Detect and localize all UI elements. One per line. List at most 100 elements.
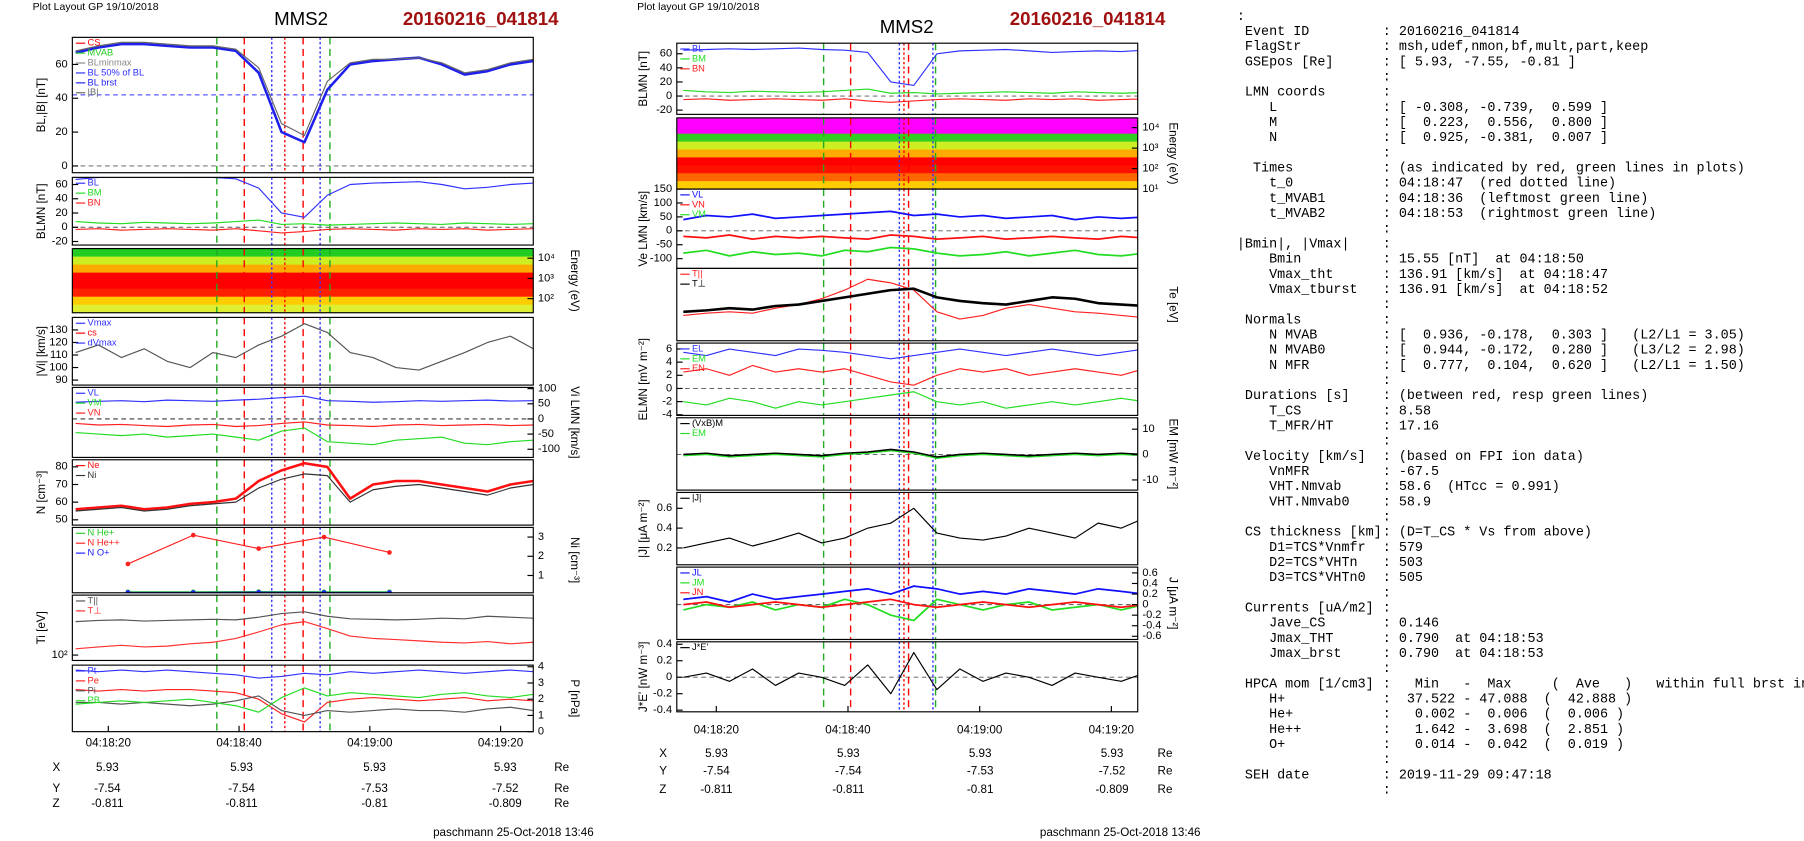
data-line [683, 585, 1138, 603]
y-tick-label: 10³ [538, 272, 554, 284]
legend-label: EL [692, 343, 703, 353]
data-line [683, 448, 1138, 458]
coord-unit: Re [1158, 764, 1173, 777]
y-tick-label: 10² [52, 649, 68, 661]
coord-label: Y [659, 764, 667, 777]
data-point [321, 534, 327, 540]
x-tick-label: 04:18:20 [86, 736, 132, 749]
y-tick-label: 100 [49, 361, 67, 373]
y-tick-label: 50 [55, 514, 67, 526]
y-axis-label: Ve LMN [km/s] [637, 191, 650, 267]
spectrogram-band [72, 288, 534, 298]
info-key: Normals [1237, 313, 1301, 328]
info-key: FlagStr [1237, 40, 1301, 55]
y-tick-label: 2 [538, 693, 544, 705]
data-line [75, 461, 534, 511]
info-key: D1=TCS*Vnmfr [1237, 541, 1366, 556]
legend-label: J*E' [692, 642, 709, 652]
info-key: T_MFR/HT [1237, 419, 1334, 434]
panel [75, 595, 534, 661]
info-value: : 0.002 - 0.006 ( 0.006 ) [1383, 708, 1624, 723]
info-key: Bmin [1237, 253, 1301, 268]
y-tick-label: 1 [538, 569, 544, 581]
y-tick-label: -10 [1142, 474, 1158, 486]
y-tick-label: 20 [55, 126, 67, 138]
coord-value: -0.811 [91, 797, 123, 810]
info-key: N MVAB0 [1237, 344, 1326, 359]
y-tick-label: 60 [660, 48, 672, 60]
legend-label: BL 50% of BL [88, 67, 145, 77]
info-key: Times [1237, 162, 1293, 177]
info-value: : [1383, 753, 1391, 768]
panel-frame [676, 566, 1139, 641]
x-tick-label: 04:18:40 [216, 736, 262, 749]
coord-value: -7.53 [361, 782, 388, 795]
info-value: : 8.58 [1383, 404, 1431, 419]
data-line [75, 395, 534, 403]
legend-label: VL [88, 388, 99, 398]
coord-label: X [53, 761, 61, 774]
legend-label: N He+ [88, 528, 115, 538]
info-value: : [1383, 86, 1391, 101]
panel-frame [676, 342, 1139, 417]
y-tick-label: 2 [538, 550, 544, 562]
data-line [75, 473, 534, 512]
info-value: : (based on FPI ion data) [1383, 450, 1584, 465]
panel [72, 387, 534, 458]
info-value: : 04:18:47 (red dotted line) [1383, 177, 1616, 192]
plot-header: Plot Layout GP 19/10/2018 [33, 1, 159, 13]
info-value: : 2019-11-29 09:47:18 [1383, 768, 1552, 783]
y-tick-label: 50 [538, 398, 550, 410]
data-point [387, 590, 392, 593]
legend-label: Pi [88, 685, 96, 695]
y-tick-label: 80 [55, 461, 67, 473]
panel [683, 492, 1138, 565]
y-tick-label: -0.6 [1142, 630, 1161, 642]
info-key: t_MVAB2 [1237, 207, 1326, 222]
info-key: D2=TCS*VHTn [1237, 556, 1358, 571]
y-tick-label: 0 [538, 413, 544, 425]
data-line [683, 210, 1138, 221]
info-key: He+ [1237, 708, 1293, 723]
y-tick-label: 1 [538, 709, 544, 721]
data-point [125, 590, 131, 593]
info-value: : -67.5 [1383, 465, 1439, 480]
data-line [75, 219, 534, 226]
legend-label: Ni [88, 470, 97, 480]
info-key: L [1237, 101, 1277, 116]
y-tick-label: 20 [660, 76, 672, 88]
y-tick-label: 10³ [1142, 142, 1158, 154]
data-point [190, 532, 196, 538]
data-point [256, 589, 262, 593]
spectrogram-band [676, 125, 1138, 135]
y-tick-label: 0 [666, 90, 672, 102]
info-value: : msh,udef,nmon,bf,mult,part,keep [1383, 40, 1649, 55]
data-line [75, 421, 534, 428]
legend-label: VN [692, 199, 705, 209]
y-tick-label: 110 [50, 349, 68, 361]
info-key: M [1237, 116, 1277, 131]
info-key: LMN coords [1237, 86, 1326, 101]
info-value: : [1383, 237, 1391, 252]
coord-value: -0.809 [1096, 783, 1129, 796]
legend-label: BL [88, 178, 99, 188]
data-line [683, 98, 1138, 103]
coord-value: 5.93 [1101, 747, 1124, 760]
plot-title: MMS2 [880, 16, 934, 37]
panel-frame [71, 386, 534, 459]
legend-label: BL [692, 43, 703, 53]
coord-value: -7.53 [967, 764, 994, 777]
plot-title: MMS2 [274, 8, 328, 29]
coord-value: -7.54 [228, 782, 255, 795]
info-value: : [1383, 784, 1391, 799]
data-line [683, 88, 1138, 95]
y-tick-label: 4 [666, 356, 672, 368]
legend-label: JL [692, 567, 702, 577]
data-line [683, 651, 1138, 695]
legend-label: EM [692, 353, 706, 363]
info-value: : 58.6 (HTcc = 0.991) [1383, 480, 1560, 495]
panel [75, 317, 534, 386]
panel [676, 343, 1138, 416]
panel [75, 665, 534, 732]
legend-label: BL brst [88, 77, 118, 87]
